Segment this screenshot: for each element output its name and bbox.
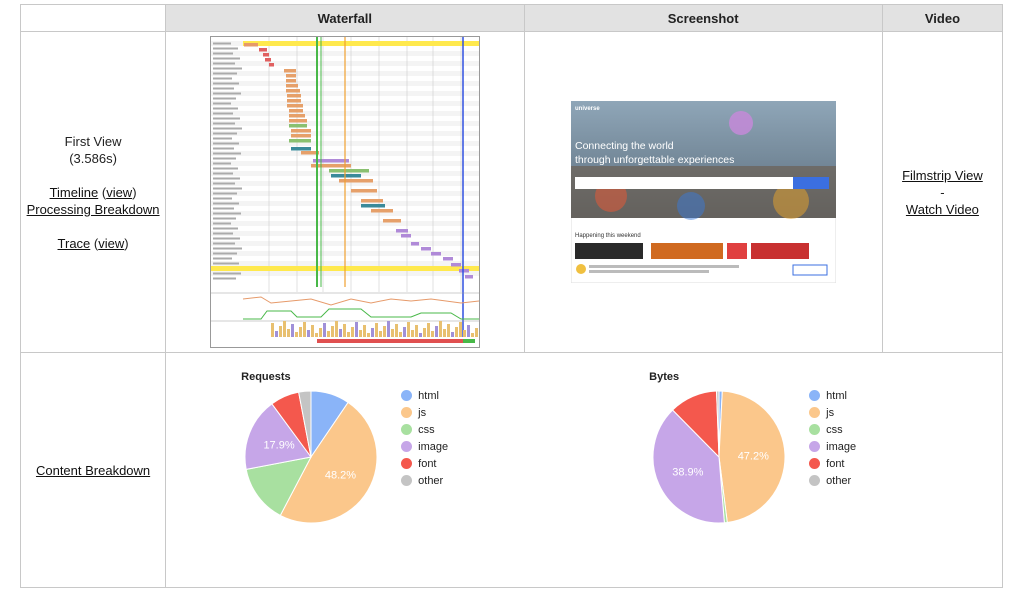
pie-slice-other	[298, 390, 312, 458]
pie-chart: 47.2% 38.9%	[652, 390, 786, 524]
legend-swatch	[809, 390, 821, 401]
trace-view-link[interactable]: view	[98, 235, 125, 251]
search-bar	[574, 177, 793, 189]
pie-slice-image	[244, 403, 313, 470]
page-screenshot-thumbnail[interactable]: universe Connecting the world through un…	[570, 101, 836, 283]
filmstrip-view-link[interactable]: Filmstrip View	[902, 167, 983, 183]
hero-headline-1: Connecting the world	[575, 140, 674, 152]
legend-label: font	[418, 457, 437, 470]
chart-title: Bytes	[649, 371, 680, 383]
pie-slice-image	[652, 409, 726, 524]
legend-swatch	[809, 475, 821, 486]
column-header-waterfall: Waterfall	[165, 4, 525, 32]
legend-swatch	[809, 458, 821, 469]
pie-slice-js	[279, 401, 378, 524]
legend-label: css	[826, 423, 843, 436]
video-separator: -	[940, 184, 945, 200]
legend-item-css: css	[809, 421, 856, 438]
search-button	[792, 177, 829, 189]
legend-label: other	[826, 474, 852, 487]
trace-link[interactable]: Trace	[57, 235, 91, 251]
legend-item-image: image	[809, 438, 856, 455]
pie-slice-other	[716, 390, 720, 458]
first-view-title: First View	[64, 133, 122, 149]
site-brand: universe	[575, 106, 600, 112]
legend-item-js: js	[401, 404, 448, 421]
chart-title: Requests	[241, 371, 291, 383]
watch-video-link[interactable]: Watch Video	[905, 201, 979, 217]
legend-label: css	[418, 423, 435, 436]
bytes-chart: Bytes 47.2% 38.9% html js css image font other	[649, 371, 929, 527]
legend-item-html: html	[809, 387, 856, 404]
screenshot-cell: universe Connecting the world through un…	[523, 31, 883, 353]
video-cell: Filmstrip View - Watch Video	[881, 31, 1004, 353]
legend-label: html	[418, 389, 439, 402]
pie-slice-label: 47.2%	[738, 451, 769, 463]
pie-slice-label: 38.9%	[672, 466, 703, 478]
legend-swatch	[401, 424, 413, 435]
pie-slice-label: 17.9%	[264, 439, 295, 451]
legend-item-other: other	[809, 472, 856, 489]
legend-label: js	[418, 406, 427, 419]
column-header-video: Video	[881, 4, 1004, 32]
corner-cell	[19, 4, 167, 32]
content-breakdown-link[interactable]: Content Breakdown	[35, 462, 151, 478]
pie-slice-label: 48.2%	[325, 470, 356, 482]
legend-swatch	[809, 441, 821, 452]
processing-breakdown-link[interactable]: Processing Breakdown	[26, 201, 160, 217]
legend-item-html: html	[401, 387, 448, 404]
happening-section-title: Happening this weekend	[575, 233, 641, 239]
timeline-link[interactable]: Timeline	[49, 184, 99, 200]
pie-slice-css	[245, 456, 313, 517]
waterfall-cell	[165, 31, 525, 353]
legend-label: font	[826, 457, 845, 470]
legend-label: other	[418, 474, 444, 487]
legend-item-font: font	[401, 455, 448, 472]
legend-swatch	[401, 458, 413, 469]
legend-item-font: font	[809, 455, 856, 472]
legend-swatch	[401, 475, 413, 486]
legend-swatch	[401, 407, 413, 418]
first-view-cell: First View (3.586s) Timeline (view) Proc…	[19, 31, 167, 353]
content-breakdown-cell: Content Breakdown	[19, 352, 167, 588]
first-view-time: (3.586s)	[69, 150, 117, 166]
chart-legend: html js css image font other	[401, 387, 448, 489]
requests-chart: Requests 48.2% 17.9% html js css image font othe…	[241, 371, 521, 527]
legend-label: html	[826, 389, 847, 402]
pie-slice-js	[718, 390, 786, 524]
waterfall-image[interactable]	[209, 36, 480, 348]
legend-label: js	[826, 406, 835, 419]
hero-headline-2: through unforgettable experiences	[575, 154, 734, 166]
pie-chart: 48.2% 17.9%	[244, 390, 378, 524]
legend-item-other: other	[401, 472, 448, 489]
timeline-view-link[interactable]: view	[106, 184, 133, 200]
legend-item-image: image	[401, 438, 448, 455]
legend-label: image	[826, 440, 857, 453]
chart-legend: html js css image font other	[809, 387, 856, 489]
legend-swatch	[809, 407, 821, 418]
legend-item-js: js	[809, 404, 856, 421]
column-header-screenshot: Screenshot	[523, 4, 883, 32]
legend-label: image	[418, 440, 449, 453]
content-breakdown-charts: Requests 48.2% 17.9% html js css image font othe…	[165, 352, 1003, 588]
legend-swatch	[401, 390, 413, 401]
legend-swatch	[809, 424, 821, 435]
legend-swatch	[401, 441, 413, 452]
legend-item-css: css	[401, 421, 448, 438]
